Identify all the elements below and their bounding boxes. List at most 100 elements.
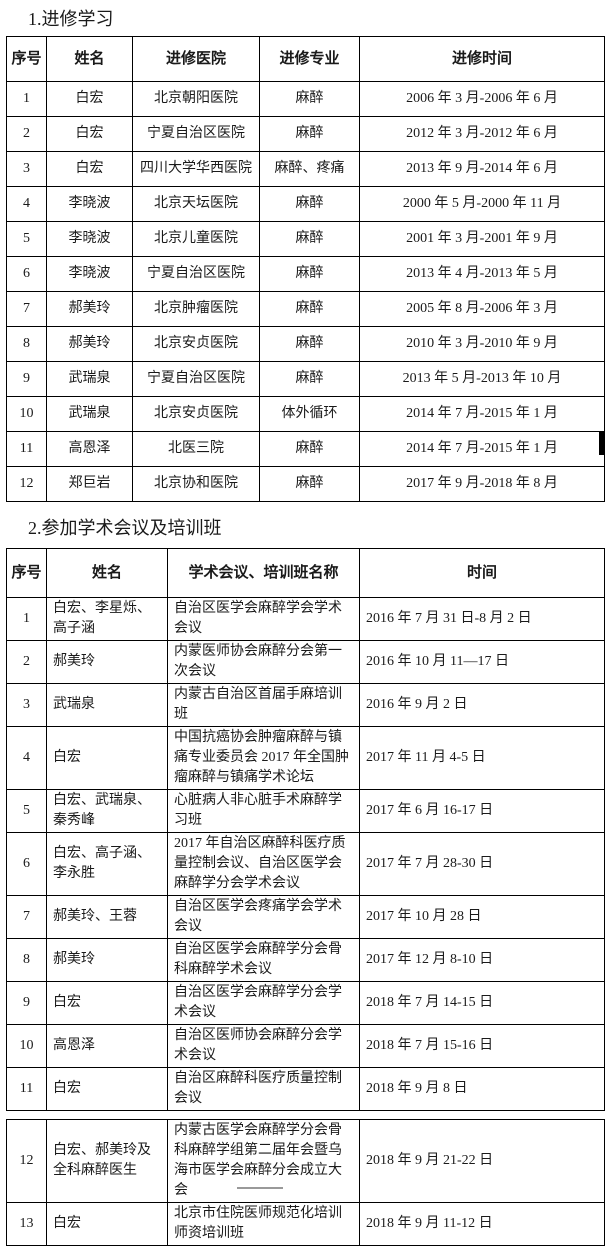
table-cell: 2	[6, 640, 47, 684]
table-cell: 麻醉	[259, 431, 360, 467]
table-cell: 11	[6, 1067, 47, 1111]
table-cell: 自治区医学会麻醉学分会学术会议	[167, 981, 360, 1025]
table-cell: 10	[6, 1024, 47, 1068]
table-cell: 郝美玲	[46, 291, 133, 327]
table-cell: 麻醉	[259, 221, 360, 257]
table-cell: 3	[6, 151, 47, 187]
table-cell: 自治区医师协会麻醉分会学术会议	[167, 1024, 360, 1068]
table-cell: 2016 年 7 月 31 日-8 月 2 日	[359, 597, 605, 641]
column-header-hospital: 进修医院	[132, 36, 260, 82]
table-cell: 郝美玲	[46, 640, 168, 684]
table-row: 4 白宏 中国抗癌协会肿瘤麻醉与镇痛专业委员会 2017 年全国肿瘤麻醉与镇痛学术论…	[6, 726, 605, 790]
table-row: 2 郝美玲 内蒙医师协会麻醉分会第一次会议 2016 年 10 月 11—17 日	[6, 640, 605, 684]
table-cell: 10	[6, 396, 47, 432]
table-cell: 李晓波	[46, 221, 133, 257]
table-row: 1 白宏、李星烁、高子涵 自治区医学会麻醉学会学术会议 2016 年 7 月 31 日…	[6, 597, 605, 641]
table-cell: 2018 年 7 月 15-16 日	[359, 1024, 605, 1068]
table-cell: 北京肿瘤医院	[132, 291, 260, 327]
table-cell: 1	[6, 81, 47, 117]
table-row: 9 白宏 自治区医学会麻醉学分会学术会议 2018 年 7 月 14-15 日	[6, 981, 605, 1025]
table-cell: 武瑞泉	[46, 361, 133, 397]
table-cell: 宁夏自治区医院	[132, 256, 260, 292]
table-cell: 白宏	[46, 1202, 168, 1246]
table-cell: 麻醉	[259, 326, 360, 362]
column-header-index: 序号	[6, 548, 47, 598]
table-cell: 4	[6, 726, 47, 790]
column-header-specialty: 进修专业	[259, 36, 360, 82]
table-cell: 白宏	[46, 116, 133, 152]
table-cell: 9	[6, 981, 47, 1025]
table-row: 10 高恩泽 自治区医师协会麻醉分会学术会议 2018 年 7 月 15-16 日	[6, 1024, 605, 1068]
table-row: 7 郝美玲、王蓉 自治区医学会疼痛学会学术会议 2017 年 10 月 28 日	[6, 895, 605, 939]
table-cell: 北京安贞医院	[132, 326, 260, 362]
table-cell: 武瑞泉	[46, 683, 168, 727]
table-cell: 白宏、高子涵、李永胜	[46, 832, 168, 896]
table-cell: 心脏病人非心脏手术麻醉学习班	[167, 789, 360, 833]
table-cell: 自治区麻醉科医疗质量控制会议	[167, 1067, 360, 1111]
table-cell: 内蒙古医学会麻醉学分会骨科麻醉学组第二届年会暨乌海市医学会麻醉分会成立大会	[167, 1119, 360, 1203]
table-cell: 2005 年 8 月-2006 年 3 月	[359, 291, 605, 327]
column-header-name: 姓名	[46, 36, 133, 82]
table-cell: 自治区医学会麻醉学会学术会议	[167, 597, 360, 641]
table-cell: 郝美玲	[46, 938, 168, 982]
table-cell: 2017 年 12 月 8-10 日	[359, 938, 605, 982]
table-row: 3 白宏 四川大学华西医院 麻醉、疼痛 2013 年 9 月-2014 年 6 月	[6, 151, 605, 187]
table-cell: 2017 年 7 月 28-30 日	[359, 832, 605, 896]
table-cell: 麻醉、疼痛	[259, 151, 360, 187]
table-cell: 2018 年 9 月 21-22 日	[359, 1119, 605, 1203]
table-cell: 中国抗癌协会肿瘤麻醉与镇痛专业委员会 2017 年全国肿瘤麻醉与镇痛学术论坛	[167, 726, 360, 790]
table-cell: 4	[6, 186, 47, 222]
table-cell: 北京儿童医院	[132, 221, 260, 257]
table-cell: 2017 年 6 月 16-17 日	[359, 789, 605, 833]
table-cell: 高恩泽	[46, 431, 133, 467]
table-cell: 2000 年 5 月-2000 年 11 月	[359, 186, 605, 222]
column-header-name: 姓名	[46, 548, 168, 598]
table-cell: 2017 年自治区麻醉科医疗质量控制会议、自治区医学会麻醉学分会学术会议	[167, 832, 360, 896]
table-row: 10 武瑞泉 北京安贞医院 体外循环 2014 年 7 月-2015 年 1 月	[6, 396, 605, 432]
document-page: { "page": { "background_color": "#ffffff…	[0, 8, 607, 1246]
table-cell: 11	[6, 431, 47, 467]
table-cell: 白宏、武瑞泉、秦秀峰	[46, 789, 168, 833]
table-cell: 2017 年 9 月-2018 年 8 月	[359, 466, 605, 502]
section2-title: 2.参加学术会议及培训班	[28, 518, 222, 538]
table-cell: 白宏	[46, 81, 133, 117]
section1-title: 1.进修学习	[28, 9, 114, 29]
table-cell: 8	[6, 326, 47, 362]
table-cell: 7	[6, 895, 47, 939]
table-cell: 2	[6, 116, 47, 152]
table-cell: 麻醉	[259, 186, 360, 222]
table-cell: 7	[6, 291, 47, 327]
table-cell: 体外循环	[259, 396, 360, 432]
bottom-cutoff-line	[237, 1187, 283, 1189]
table-row: 4 李晓波 北京天坛医院 麻醉 2000 年 5 月-2000 年 11 月	[6, 186, 605, 222]
table-cell: 2001 年 3 月-2001 年 9 月	[359, 221, 605, 257]
table-cell: 宁夏自治区医院	[132, 361, 260, 397]
table-cell: 郝美玲、王蓉	[46, 895, 168, 939]
table-cell: 白宏、郝美玲及全科麻醉医生	[46, 1119, 168, 1203]
table-cell: 12	[6, 466, 47, 502]
table-row: 12 白宏、郝美玲及全科麻醉医生 内蒙古医学会麻醉学分会骨科麻醉学组第二届年会暨乌海…	[6, 1119, 605, 1203]
table-cell: 北京天坛医院	[132, 186, 260, 222]
table-cell: 麻醉	[259, 361, 360, 397]
table-cell: 宁夏自治区医院	[132, 116, 260, 152]
table-cell: 白宏	[46, 1067, 168, 1111]
table-cell: 2016 年 10 月 11—17 日	[359, 640, 605, 684]
table-cell: 北京市住院医师规范化培训师资培训班	[167, 1202, 360, 1246]
table-cell: 2017 年 11 月 4-5 日	[359, 726, 605, 790]
table-cell: 自治区医学会麻醉学分会骨科麻醉学术会议	[167, 938, 360, 982]
table-row: 11 白宏 自治区麻醉科医疗质量控制会议 2018 年 9 月 8 日	[6, 1067, 605, 1111]
table-cell: 北京朝阳医院	[132, 81, 260, 117]
table-cell: 麻醉	[259, 466, 360, 502]
table-row: 6 白宏、高子涵、李永胜 2017 年自治区麻醉科医疗质量控制会议、自治区医学会麻醉…	[6, 832, 605, 896]
table-row: 7 郝美玲 北京肿瘤医院 麻醉 2005 年 8 月-2006 年 3 月	[6, 291, 605, 327]
table-cell: 5	[6, 221, 47, 257]
table-cell: 2006 年 3 月-2006 年 6 月	[359, 81, 605, 117]
table-cell: 2018 年 9 月 11-12 日	[359, 1202, 605, 1246]
table-cell: 四川大学华西医院	[132, 151, 260, 187]
conference-table-part1: 序号 姓名 学术会议、培训班名称 时间 1 白宏、李星烁、高子涵 自治区医学会麻醉学…	[6, 548, 605, 1111]
right-edge-artifact-mark	[599, 432, 604, 455]
table-cell: 2013 年 9 月-2014 年 6 月	[359, 151, 605, 187]
table-cell: 郝美玲	[46, 326, 133, 362]
table-cell: 2018 年 9 月 8 日	[359, 1067, 605, 1111]
table-cell: 白宏	[46, 151, 133, 187]
